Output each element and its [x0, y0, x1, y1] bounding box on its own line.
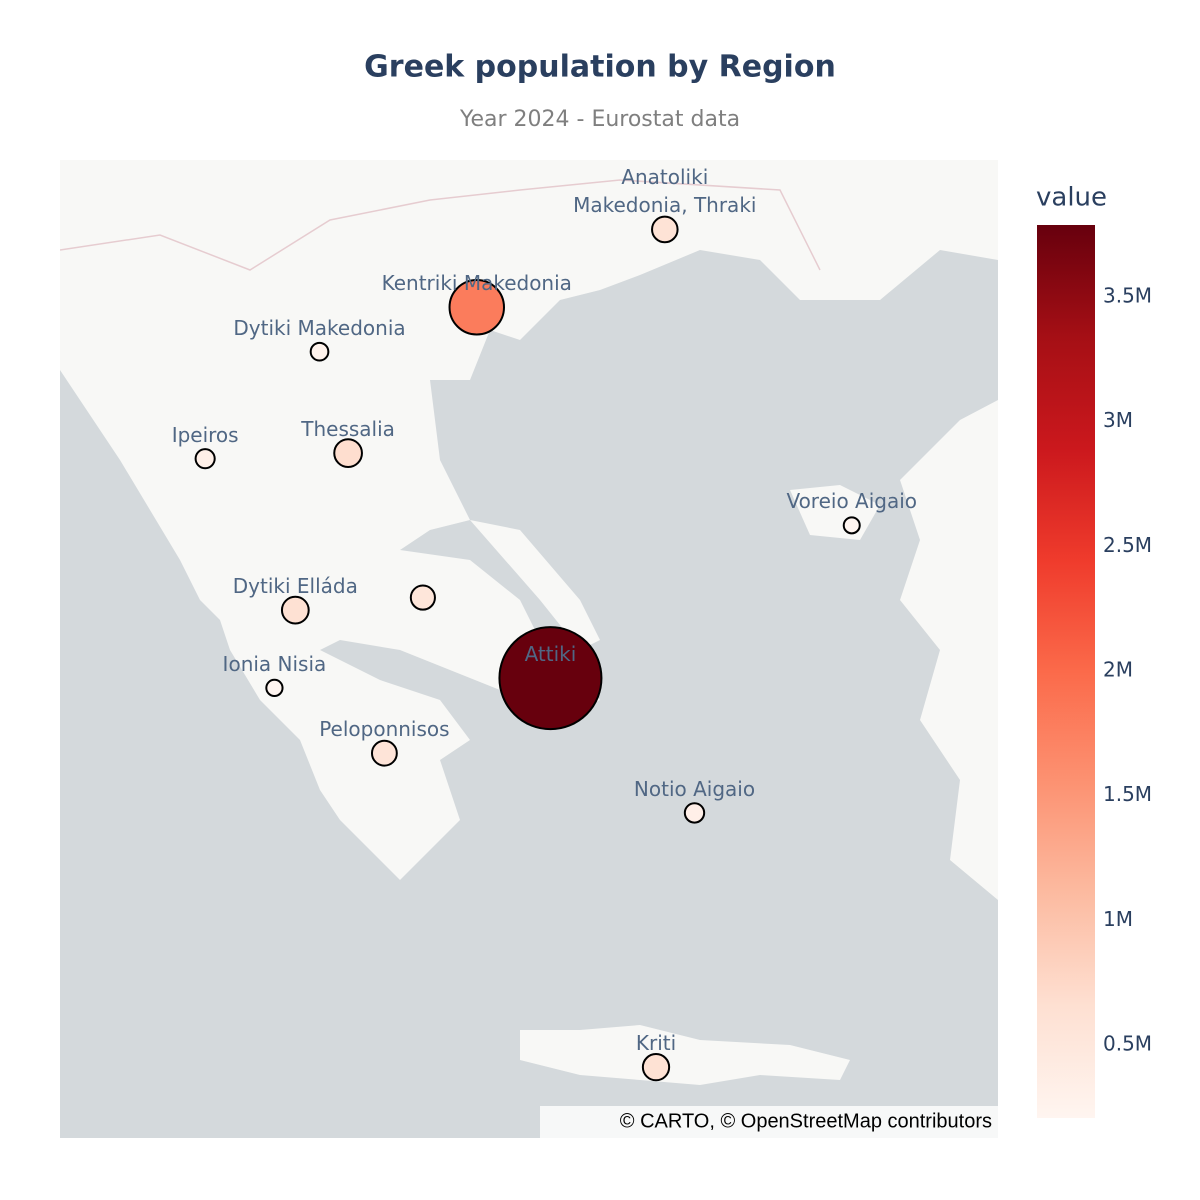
colorbar-tick-label: 1.5M: [1103, 782, 1152, 806]
attribution: © CARTO, © OpenStreetMap contributors: [620, 1110, 992, 1132]
colorbar-tick-label: 2.5M: [1103, 533, 1152, 557]
colorbar-tick-label: 3.5M: [1103, 284, 1152, 308]
marker: [498, 626, 603, 731]
land: [470, 520, 600, 650]
colorbar-tick-label: 1M: [1103, 907, 1133, 931]
marker: [280, 595, 310, 625]
marker: [333, 438, 363, 468]
marker: [194, 448, 216, 470]
land: [520, 1025, 850, 1085]
marker: [448, 279, 505, 336]
map: [60, 160, 998, 1138]
land: [60, 160, 998, 880]
markers: [194, 215, 861, 1082]
marker: [265, 678, 284, 698]
colorbar-tick-label: 3M: [1103, 408, 1133, 432]
chart-title: Greek population by Region: [364, 50, 836, 85]
colorbar-title: value: [1036, 183, 1107, 213]
attribution-bg: [540, 1106, 998, 1138]
colorbar-tick-label: 0.5M: [1103, 1031, 1152, 1055]
marker: [683, 802, 706, 824]
colorbar-tick-label: 2M: [1103, 658, 1133, 682]
marker: [409, 584, 436, 611]
border: [60, 179, 821, 271]
land: [900, 400, 998, 900]
marker: [370, 739, 398, 767]
chart-subtitle: Year 2024 - Eurostat data: [459, 107, 740, 132]
colorbar-ticks: 0.5M 1M 1.5M 2M 2.5M 3M 3.5M: [1103, 284, 1152, 1056]
marker: [842, 516, 861, 535]
colorbar: [1037, 225, 1095, 1118]
marker: [641, 1053, 671, 1082]
marker: [309, 341, 330, 362]
marker: [651, 215, 679, 244]
